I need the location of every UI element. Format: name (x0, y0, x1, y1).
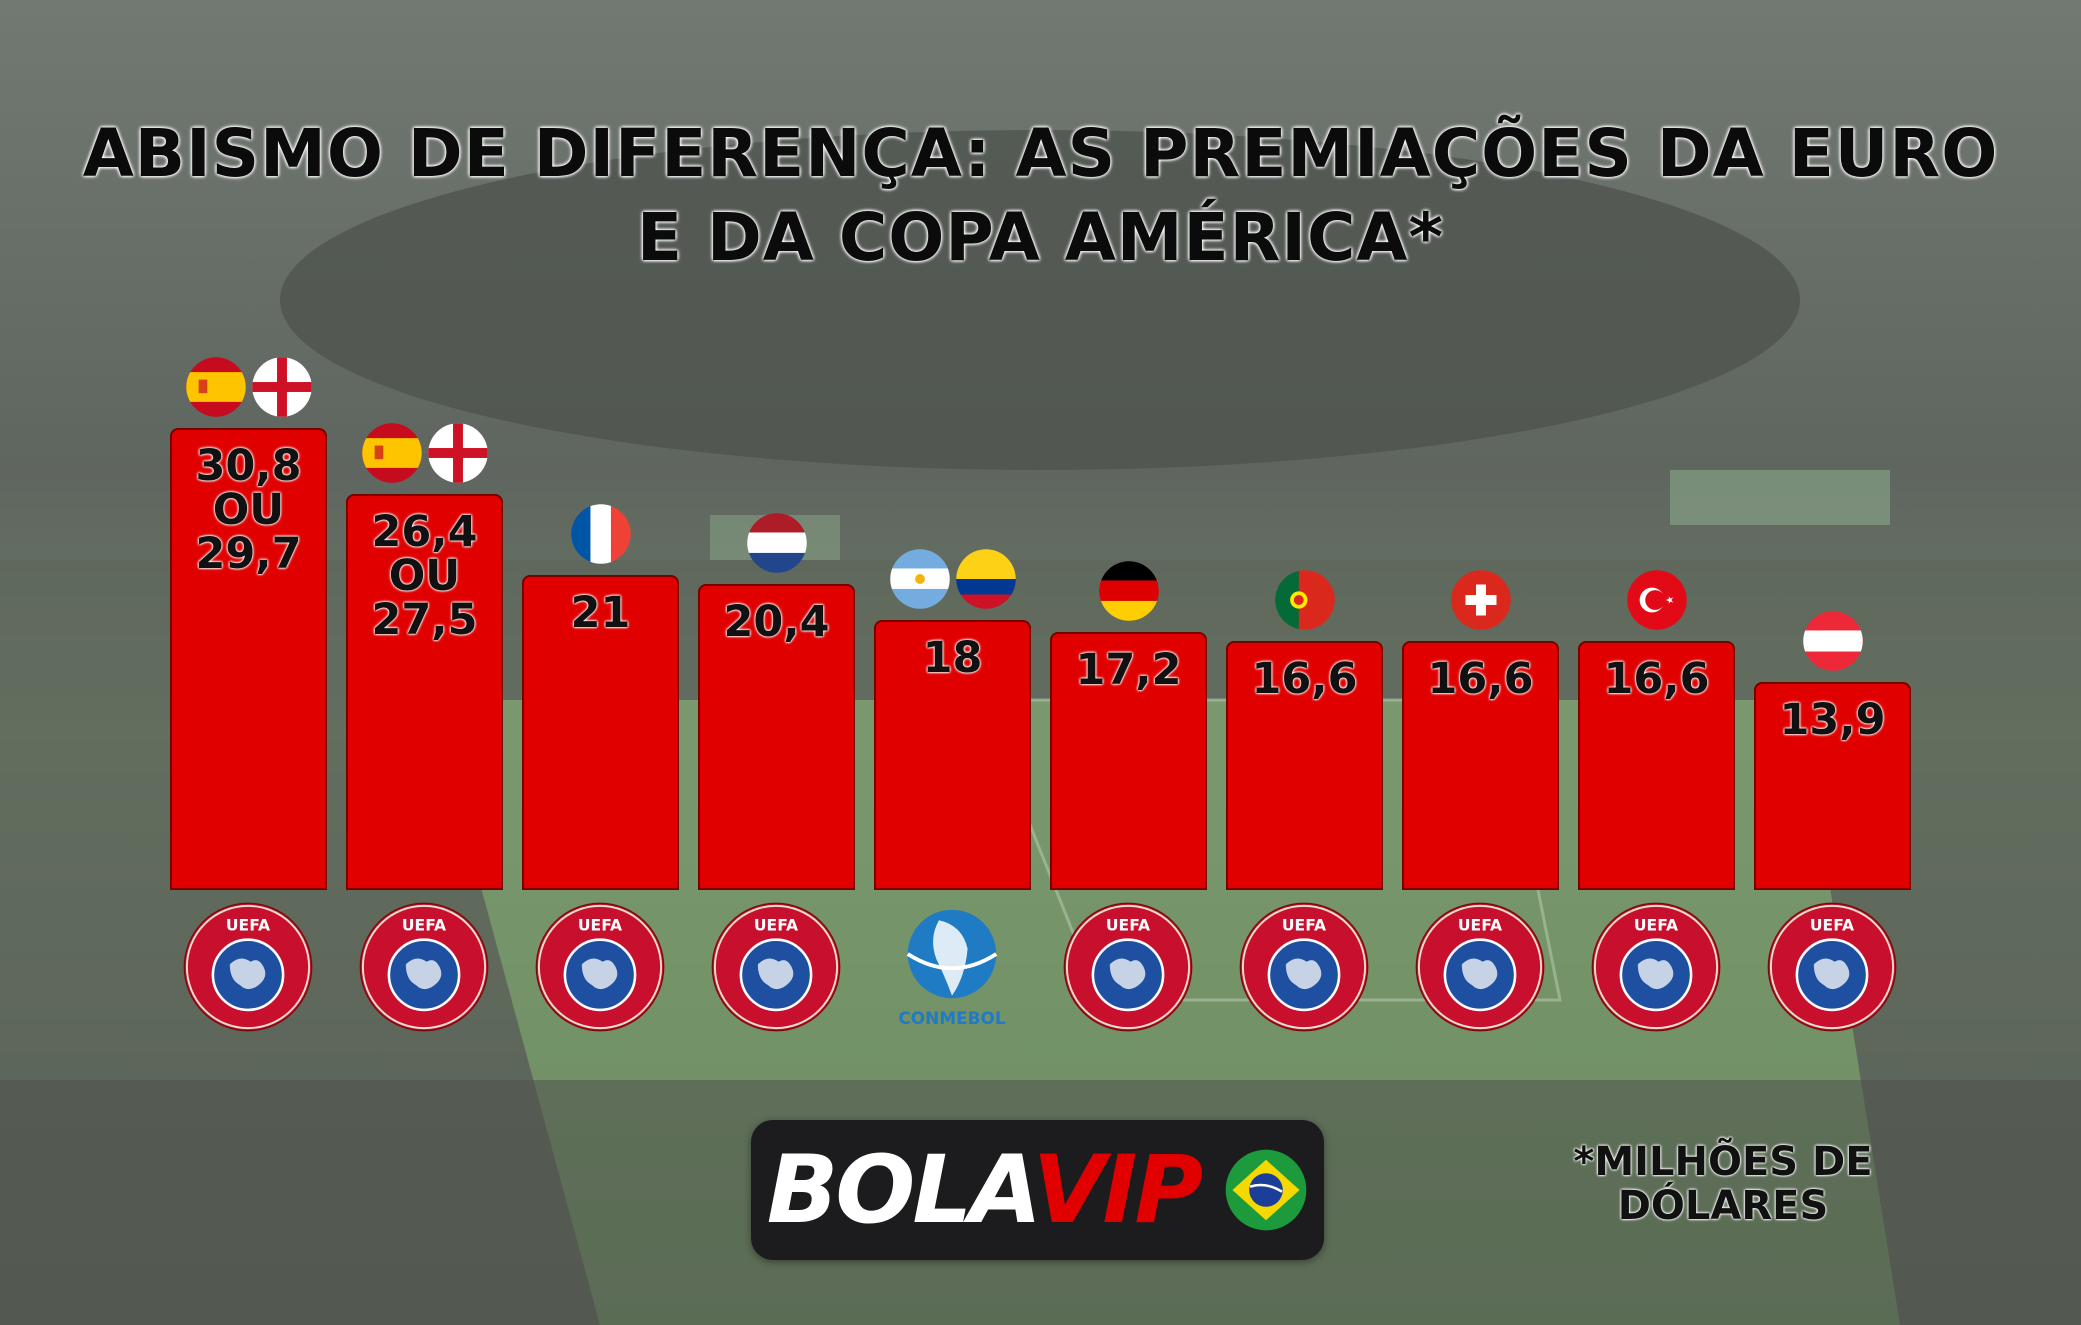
bar-flags (346, 422, 503, 484)
bar-flags (698, 512, 855, 574)
bar (522, 575, 679, 890)
bar-flags (1578, 569, 1735, 631)
footnote-line-2: DÓLARES (1617, 1183, 1829, 1229)
england-flag-icon (251, 356, 313, 418)
switzerland-flag-icon (1450, 569, 1512, 631)
bar-value-label: 26,4 OU 27,5 (371, 507, 478, 645)
turkey-flag-icon (1626, 569, 1688, 631)
portugal-flag-icon (1274, 569, 1336, 631)
svg-text:UEFA: UEFA (1282, 917, 1326, 935)
uefa-logo-icon: UEFA (359, 902, 489, 1032)
bar (1578, 641, 1735, 890)
bar-value-label: 16,6 (1251, 654, 1358, 704)
chart-title-line-1: ABISMO DE DIFERENÇA: AS PREMIAÇÕES DA EU… (82, 115, 1999, 192)
bar-flags (522, 503, 679, 565)
uefa-logo-icon: UEFA (1239, 902, 1369, 1032)
brazil-flag-icon (1224, 1148, 1308, 1232)
bar-flags (1754, 610, 1911, 672)
colombia-flag-icon (955, 548, 1017, 610)
bar-value-label: 17,2 (1075, 645, 1182, 695)
brand-text-vip: VIP (1032, 1135, 1204, 1245)
svg-text:UEFA: UEFA (1634, 917, 1678, 935)
bar-value-label: 21 (570, 588, 631, 638)
svg-text:UEFA: UEFA (1810, 917, 1854, 935)
brand-wordmark: BOLAVIP (766, 1135, 1204, 1245)
svg-text:UEFA: UEFA (402, 917, 446, 935)
spain-flag-icon (361, 422, 423, 484)
bar-flags (1226, 569, 1383, 631)
bar-flags (170, 356, 327, 418)
chart-title: ABISMO DE DIFERENÇA: AS PREMIAÇÕES DA EU… (0, 112, 2081, 280)
bar-value-label: 18 (922, 633, 983, 683)
uefa-logo-icon: UEFA (535, 902, 665, 1032)
uefa-logo-icon: UEFA (1767, 902, 1897, 1032)
bar (698, 584, 855, 890)
bar (1050, 632, 1207, 890)
bar (1402, 641, 1559, 890)
uefa-logo-icon: UEFA (183, 902, 313, 1032)
chart-title-line-2: E DA COPA AMÉRICA* (636, 199, 1445, 276)
bar (874, 620, 1031, 890)
svg-text:UEFA: UEFA (754, 917, 798, 935)
uefa-logo-icon: UEFA (1063, 902, 1193, 1032)
bar (346, 494, 503, 890)
spain-flag-icon (185, 356, 247, 418)
bar-value-label: 16,6 (1603, 654, 1710, 704)
argentina-flag-icon (889, 548, 951, 610)
bar-flags (1402, 569, 1559, 631)
bar-value-label: 16,6 (1427, 654, 1534, 704)
bar-value-label: 13,9 (1779, 694, 1886, 745)
svg-text:UEFA: UEFA (1106, 917, 1150, 935)
uefa-logo-icon: UEFA (1415, 902, 1545, 1032)
bar-value-label: 30,8 OU 29,7 (195, 441, 302, 579)
svg-text:UEFA: UEFA (226, 917, 270, 935)
austria-flag-icon (1802, 610, 1864, 672)
netherlands-flag-icon (746, 512, 808, 574)
germany-flag-icon (1098, 560, 1160, 622)
conmebol-logo-text: CONMEBOL (898, 1008, 1005, 1028)
bar (170, 428, 327, 890)
unit-footnote: *MILHÕES DE DÓLARES (1558, 1140, 1888, 1228)
brand-text-bola: BOLA (766, 1135, 1036, 1245)
bar-flags (1050, 560, 1207, 622)
bar-value-label: 20,4 (723, 597, 830, 647)
uefa-logo-icon: UEFA (1591, 902, 1721, 1032)
bar-flags (874, 548, 1031, 610)
svg-text:UEFA: UEFA (1458, 917, 1502, 935)
svg-text:UEFA: UEFA (578, 917, 622, 935)
conmebol-logo-icon: CONMEBOL (887, 902, 1017, 1032)
bar (1754, 681, 1911, 890)
bar (1226, 641, 1383, 890)
uefa-logo-icon: UEFA (711, 902, 841, 1032)
england-flag-icon (427, 422, 489, 484)
bolavip-logo: BOLAVIP (751, 1120, 1324, 1260)
france-flag-icon (570, 503, 632, 565)
footnote-line-1: *MILHÕES DE (1573, 1139, 1873, 1185)
